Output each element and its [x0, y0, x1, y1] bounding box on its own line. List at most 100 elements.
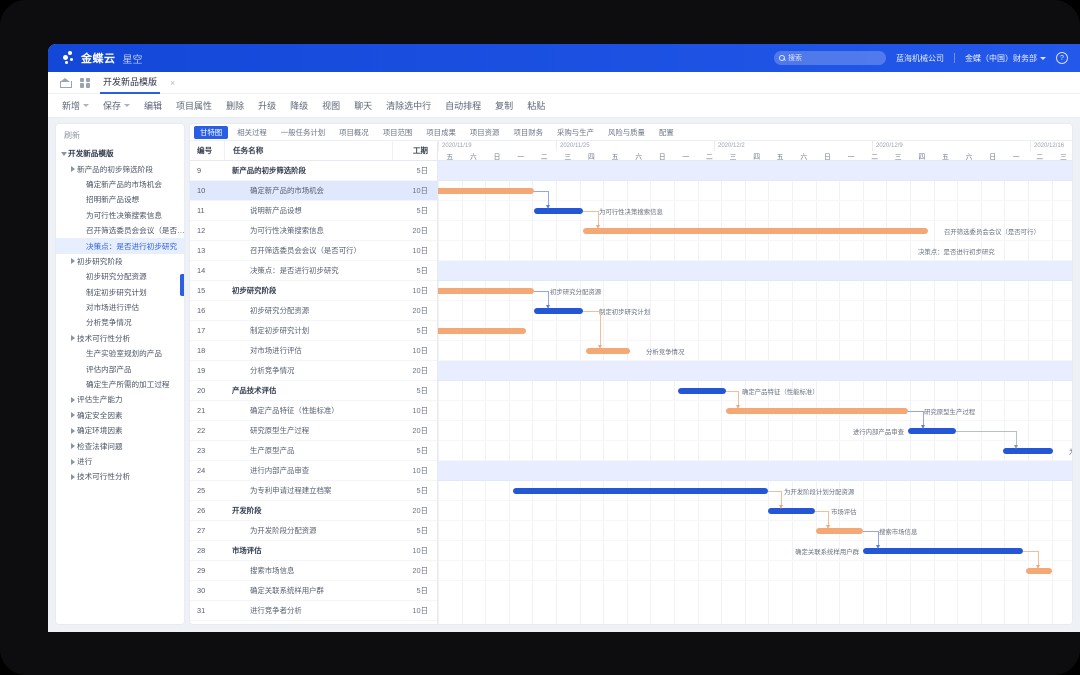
- company-name[interactable]: 蓝海机械公司: [896, 53, 944, 63]
- toolbar-item-10[interactable]: 自动排程: [445, 99, 481, 112]
- panel-collapse-handle[interactable]: [180, 274, 184, 296]
- tree-node-9[interactable]: 制定初步研究计划: [56, 285, 184, 300]
- tree-node-19[interactable]: 检查法律问题: [56, 438, 184, 453]
- table-row[interactable]: 14 决策点：是否进行初步研究 5日: [190, 261, 437, 281]
- table-row[interactable]: 27 为开发阶段分配资源 5日: [190, 521, 437, 541]
- tree-node-3[interactable]: 招明新产品设想: [56, 192, 184, 207]
- chevron-right-icon[interactable]: [69, 458, 77, 465]
- toolbar-item-5[interactable]: 升级: [258, 99, 276, 112]
- table-row[interactable]: 10 确定新产品的市场机会 10日: [190, 181, 437, 201]
- tree-node-5[interactable]: 召开筛选委员会会议（是否…: [56, 223, 184, 238]
- table-row[interactable]: 15 初步研究阶段 10日: [190, 281, 437, 301]
- column-header-id[interactable]: 编号: [197, 146, 213, 155]
- tree-node-15[interactable]: 确定生产所需的加工过程: [56, 377, 184, 392]
- toolbar-item-11[interactable]: 复制: [495, 99, 513, 112]
- home-icon[interactable]: [60, 78, 72, 88]
- tree-node-20[interactable]: 进行: [56, 454, 184, 469]
- chevron-right-icon[interactable]: [69, 335, 77, 342]
- chevron-right-icon[interactable]: [69, 412, 77, 419]
- gantt-bar[interactable]: [863, 548, 1023, 554]
- grid-apps-icon[interactable]: [80, 77, 90, 88]
- tree-node-0[interactable]: 开发新品模版: [56, 146, 184, 161]
- chevron-right-icon[interactable]: [69, 473, 77, 480]
- tree-node-21[interactable]: 技术可行性分析: [56, 469, 184, 484]
- gantt-bar[interactable]: [1003, 448, 1053, 454]
- tree-node-13[interactable]: 生产实验室规划的产品: [56, 346, 184, 361]
- tab-1[interactable]: 相关过程: [230, 124, 274, 140]
- tab-0[interactable]: 甘特图: [194, 125, 229, 139]
- gantt-bar[interactable]: [816, 528, 863, 534]
- table-row[interactable]: 11 说明新产品设想 5日: [190, 201, 437, 221]
- tree-node-4[interactable]: 为可行性决策搜索信息: [56, 208, 184, 223]
- tab-3[interactable]: 项目概况: [332, 124, 376, 140]
- toolbar-item-9[interactable]: 清除选中行: [386, 99, 431, 112]
- gantt-bar[interactable]: [726, 408, 908, 414]
- gantt-bar[interactable]: [438, 188, 534, 194]
- table-row[interactable]: 28 市场评估 10日: [190, 541, 437, 561]
- table-row[interactable]: 20 产品技术评估 5日: [190, 381, 437, 401]
- table-row[interactable]: 19 分析竞争情况 20日: [190, 361, 437, 381]
- brand-logo[interactable]: 金蝶云 星空: [62, 50, 143, 66]
- gantt-bar[interactable]: [908, 428, 956, 434]
- gantt-bar[interactable]: [678, 388, 726, 394]
- gantt-bars-area[interactable]: 为可行性决策搜索信息 召开筛选委员会会议（是否可行） 决策点：是否进行初步研究 初步研…: [438, 161, 1072, 624]
- table-row[interactable]: 23 生产原型产品 5日: [190, 441, 437, 461]
- chevron-right-icon[interactable]: [69, 427, 77, 434]
- gantt-bar[interactable]: [438, 328, 526, 334]
- gantt-bar[interactable]: [534, 208, 583, 214]
- tab-4[interactable]: 项目范围: [376, 124, 420, 140]
- tab-8[interactable]: 采购与生产: [550, 124, 601, 140]
- column-header-name[interactable]: 任务名称: [224, 141, 393, 160]
- table-row[interactable]: 9 新产品的初步筛选阶段 5日: [190, 161, 437, 181]
- table-row[interactable]: 29 搜索市场信息 20日: [190, 561, 437, 581]
- tree-node-14[interactable]: 评估内部产品: [56, 361, 184, 376]
- tab-7[interactable]: 项目财务: [506, 124, 550, 140]
- toolbar-item-12[interactable]: 粘贴: [527, 99, 545, 112]
- tree-node-18[interactable]: 确定环境因素: [56, 423, 184, 438]
- tree-refresh-button[interactable]: 刷新: [64, 131, 80, 140]
- tab-6[interactable]: 项目资源: [463, 124, 507, 140]
- chevron-right-icon[interactable]: [69, 443, 77, 450]
- toolbar-item-8[interactable]: 聊天: [354, 99, 372, 112]
- gantt-bar[interactable]: [534, 308, 583, 314]
- toolbar-item-3[interactable]: 项目属性: [176, 99, 212, 112]
- table-row[interactable]: 12 为可行性决策搜索信息 20日: [190, 221, 437, 241]
- tab-2[interactable]: 一般任务计划: [274, 124, 332, 140]
- table-row[interactable]: 18 对市场进行评估 10日: [190, 341, 437, 361]
- tree-node-7[interactable]: 初步研究阶段: [56, 254, 184, 269]
- table-row[interactable]: 22 研究原型生产过程 20日: [190, 421, 437, 441]
- close-icon[interactable]: ×: [170, 77, 176, 88]
- toolbar-item-1[interactable]: 保存: [103, 99, 131, 112]
- department-selector[interactable]: 金蝶（中国）财务部: [965, 53, 1046, 64]
- tab-10[interactable]: 配置: [652, 124, 681, 140]
- toolbar-item-2[interactable]: 编辑: [144, 99, 162, 112]
- column-header-duration[interactable]: 工期: [412, 146, 428, 155]
- table-row[interactable]: 25 为专利申请过程建立档案 5日: [190, 481, 437, 501]
- chevron-right-icon[interactable]: [69, 258, 77, 265]
- help-icon[interactable]: ?: [1056, 52, 1068, 64]
- breadcrumb-tab-active[interactable]: 开发新品模版: [100, 72, 161, 94]
- tree-node-17[interactable]: 确定安全因素: [56, 408, 184, 423]
- table-row[interactable]: 16 初步研究分配资源 20日: [190, 301, 437, 321]
- gantt-bar[interactable]: [586, 348, 630, 354]
- tab-9[interactable]: 风险与质量: [601, 124, 652, 140]
- table-row[interactable]: 17 制定初步研究计划 5日: [190, 321, 437, 341]
- search-input[interactable]: 搜索: [774, 51, 886, 65]
- gantt-bar[interactable]: [1026, 568, 1052, 574]
- tree-node-12[interactable]: 技术可行性分析: [56, 331, 184, 346]
- toolbar-item-6[interactable]: 降级: [290, 99, 308, 112]
- tree-node-10[interactable]: 对市场进行评估: [56, 300, 184, 315]
- tab-5[interactable]: 项目成果: [419, 124, 463, 140]
- table-row[interactable]: 26 开发阶段 20日: [190, 501, 437, 521]
- table-body[interactable]: 9 新产品的初步筛选阶段 5日 10 确定新产品的市场机会 10日 11 说明新产品设想 5日 1…: [190, 161, 437, 624]
- tree-node-1[interactable]: 新产品的初步筛选阶段: [56, 161, 184, 176]
- chevron-down-icon[interactable]: [60, 151, 68, 156]
- tree-scroll-area[interactable]: 开发新品模版 新产品的初步筛选阶段 确定新产品的市场机会 招明新产品设想 为可行性决策搜…: [56, 146, 184, 624]
- gantt-bar[interactable]: [438, 288, 534, 294]
- toolbar-item-4[interactable]: 删除: [226, 99, 244, 112]
- table-row[interactable]: 21 确定产品特征（性能标准） 10日: [190, 401, 437, 421]
- tree-node-6[interactable]: 决策点：是否进行初步研究: [56, 238, 184, 254]
- tree-node-8[interactable]: 初步研究分配资源: [56, 269, 184, 284]
- table-row[interactable]: 24 进行内部产品审查 10日: [190, 461, 437, 481]
- gantt-bar[interactable]: [583, 228, 928, 234]
